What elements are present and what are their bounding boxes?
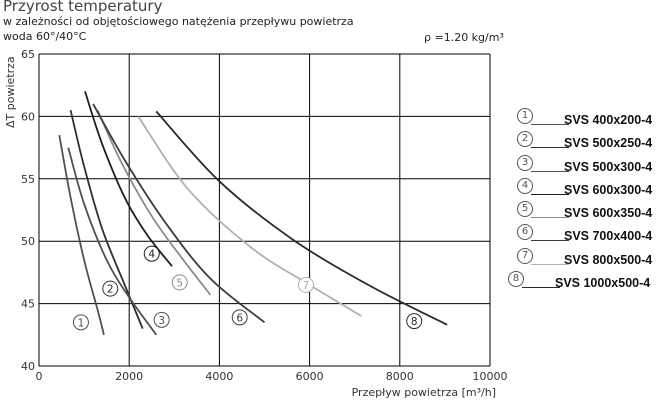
y-axis-label: ΔT powietrza xyxy=(4,56,17,128)
legend-swatch xyxy=(531,170,569,172)
y-tick-label: 45 xyxy=(21,298,35,311)
series-marker-8 xyxy=(406,313,423,330)
legend-item: 4 SVS 600x300-4 xyxy=(517,177,667,201)
legend-marker: 1 xyxy=(517,108,533,124)
legend-marker: 5 xyxy=(517,201,533,218)
legend-item: 6 SVS 700x400-4 xyxy=(517,224,667,247)
series-marker-5 xyxy=(171,274,188,291)
x-axis-label: Przepływ powietrza [m³/h] xyxy=(352,386,496,399)
legend-label: SVS 600x350-4 xyxy=(564,206,653,221)
legend-swatch xyxy=(531,124,569,125)
x-tick-label: 0 xyxy=(36,370,43,383)
series-line-8 xyxy=(155,110,448,326)
series-line-5 xyxy=(96,109,212,296)
series-marker-label: 1 xyxy=(78,317,85,329)
y-tick-label: 60 xyxy=(21,110,35,123)
series-marker-label: 4 xyxy=(148,249,155,261)
legend-item: 3 SVS 500x300-4 xyxy=(517,154,667,178)
series-line-2 xyxy=(69,109,144,329)
legend-swatch xyxy=(531,217,569,219)
legend-marker: 3 xyxy=(517,154,533,171)
x-tick-label: 6000 xyxy=(296,370,324,383)
x-tick-label: 4000 xyxy=(205,370,233,383)
legend-item: 5 SVS 600x350-4 xyxy=(517,201,667,224)
series-marker-7 xyxy=(297,276,314,293)
series-line-6 xyxy=(92,103,266,323)
legend-marker: 7 xyxy=(517,247,533,264)
legend-marker: 2 xyxy=(517,131,533,148)
chart-subtitle: w zależności od objętościowego natężenia… xyxy=(3,15,354,28)
legend-label: SVS 700x400-4 xyxy=(564,229,653,244)
series-line-1 xyxy=(58,134,105,336)
legend-swatch xyxy=(531,263,569,265)
x-tick-label: 10000 xyxy=(473,370,508,383)
chart-legend: 1 SVS 400x200-4 2 SVS 500x250-4 3 SVS 500x300… xyxy=(508,108,667,294)
chart-title: Przyrost temperatury xyxy=(3,0,163,15)
series-line-3 xyxy=(67,147,158,336)
y-tick-label: 55 xyxy=(21,173,35,186)
legend-item: 7 SVS 800x500-4 xyxy=(517,247,667,271)
y-tick-label: 50 xyxy=(21,235,35,248)
x-tick-label: 2000 xyxy=(115,370,143,383)
legend-item: 2 SVS 500x250-4 xyxy=(517,131,667,154)
series-marker-label: 5 xyxy=(176,277,183,289)
legend-swatch xyxy=(531,240,569,242)
legend-marker: 6 xyxy=(517,224,533,241)
y-tick-label: 65 xyxy=(21,48,35,61)
series-marker-1 xyxy=(72,314,89,331)
legend-marker: 8 xyxy=(508,271,524,288)
series-marker-6 xyxy=(231,309,248,326)
series-marker-label: 6 xyxy=(236,312,243,324)
series-line-7 xyxy=(137,115,362,317)
water-temperature-note: woda 60°/40°C xyxy=(3,30,87,43)
legend-swatch xyxy=(531,193,569,195)
legend-swatch xyxy=(531,147,569,149)
legend-marker: 4 xyxy=(517,177,533,194)
series-marker-3 xyxy=(153,311,170,328)
legend-label: SVS 500x300-4 xyxy=(564,159,653,174)
y-tick-label: 40 xyxy=(21,360,35,373)
legend-label: SVS 500x250-4 xyxy=(564,136,653,151)
series-marker-4 xyxy=(143,245,160,262)
series-line-4 xyxy=(84,91,173,267)
x-tick-label: 8000 xyxy=(386,370,414,383)
legend-label: SVS 1000x500-4 xyxy=(555,276,651,291)
legend-item: 1 SVS 400x200-4 xyxy=(517,108,667,131)
series-marker-label: 8 xyxy=(411,316,418,328)
series-marker-label: 2 xyxy=(107,284,114,296)
legend-label: SVS 800x500-4 xyxy=(564,252,653,267)
series-marker-label: 3 xyxy=(158,315,165,327)
legend-label: SVS 400x200-4 xyxy=(564,113,653,127)
series-marker-label: 7 xyxy=(303,280,310,292)
legend-swatch xyxy=(522,287,560,289)
legend-label: SVS 600x300-4 xyxy=(564,182,653,197)
series-marker-2 xyxy=(102,280,119,297)
legend-item: 8 SVS 1000x500-4 xyxy=(508,271,658,294)
air-density-note: ρ =1.20 kg/m³ xyxy=(424,31,504,44)
